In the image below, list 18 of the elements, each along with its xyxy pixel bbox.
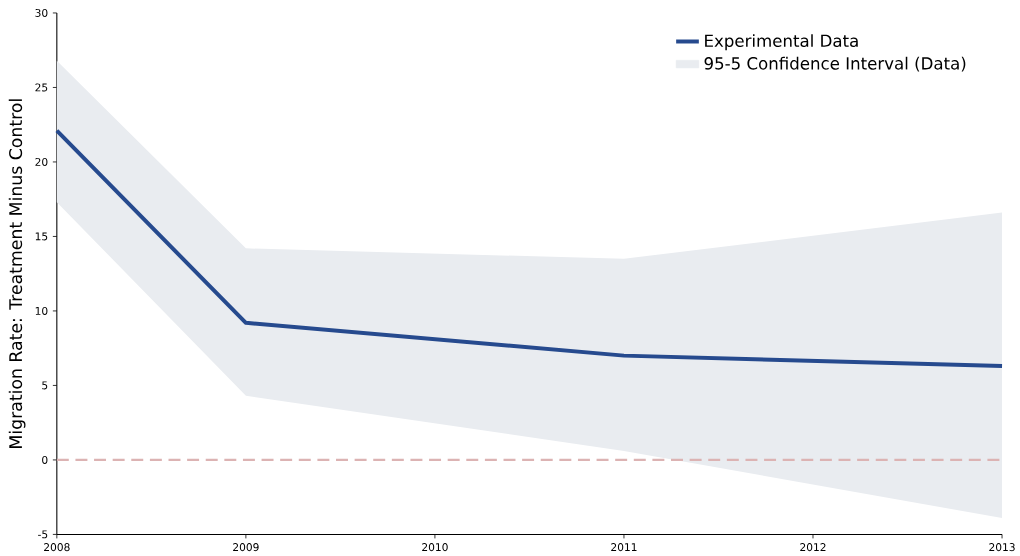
x-tick-label: 2013 [989, 543, 1015, 552]
y-tick-label: 0 [42, 456, 48, 465]
y-tick-label: 20 [35, 158, 48, 167]
y-tick-label: 10 [35, 307, 48, 316]
legend-label: 95-5 Confidence Interval (Data) [704, 56, 966, 72]
y-tick-label: 5 [42, 381, 48, 390]
legend-label: Experimental Data [705, 34, 858, 51]
x-tick-label: 2009 [233, 543, 259, 552]
x-tick-label: 2011 [611, 543, 637, 552]
y-tick-label: 15 [35, 232, 48, 241]
x-tick-label: 2010 [422, 543, 448, 552]
x-tick-label: 2008 [44, 543, 70, 552]
y-tick-label: 25 [35, 83, 48, 92]
y-tick-label: 30 [35, 9, 48, 18]
y-tick-label: -5 [38, 530, 48, 539]
x-tick-label: 2012 [800, 543, 826, 552]
line-series [54, 128, 1005, 369]
y-axis-title: Migration Rate: Treatment Minus Control [8, 99, 26, 449]
